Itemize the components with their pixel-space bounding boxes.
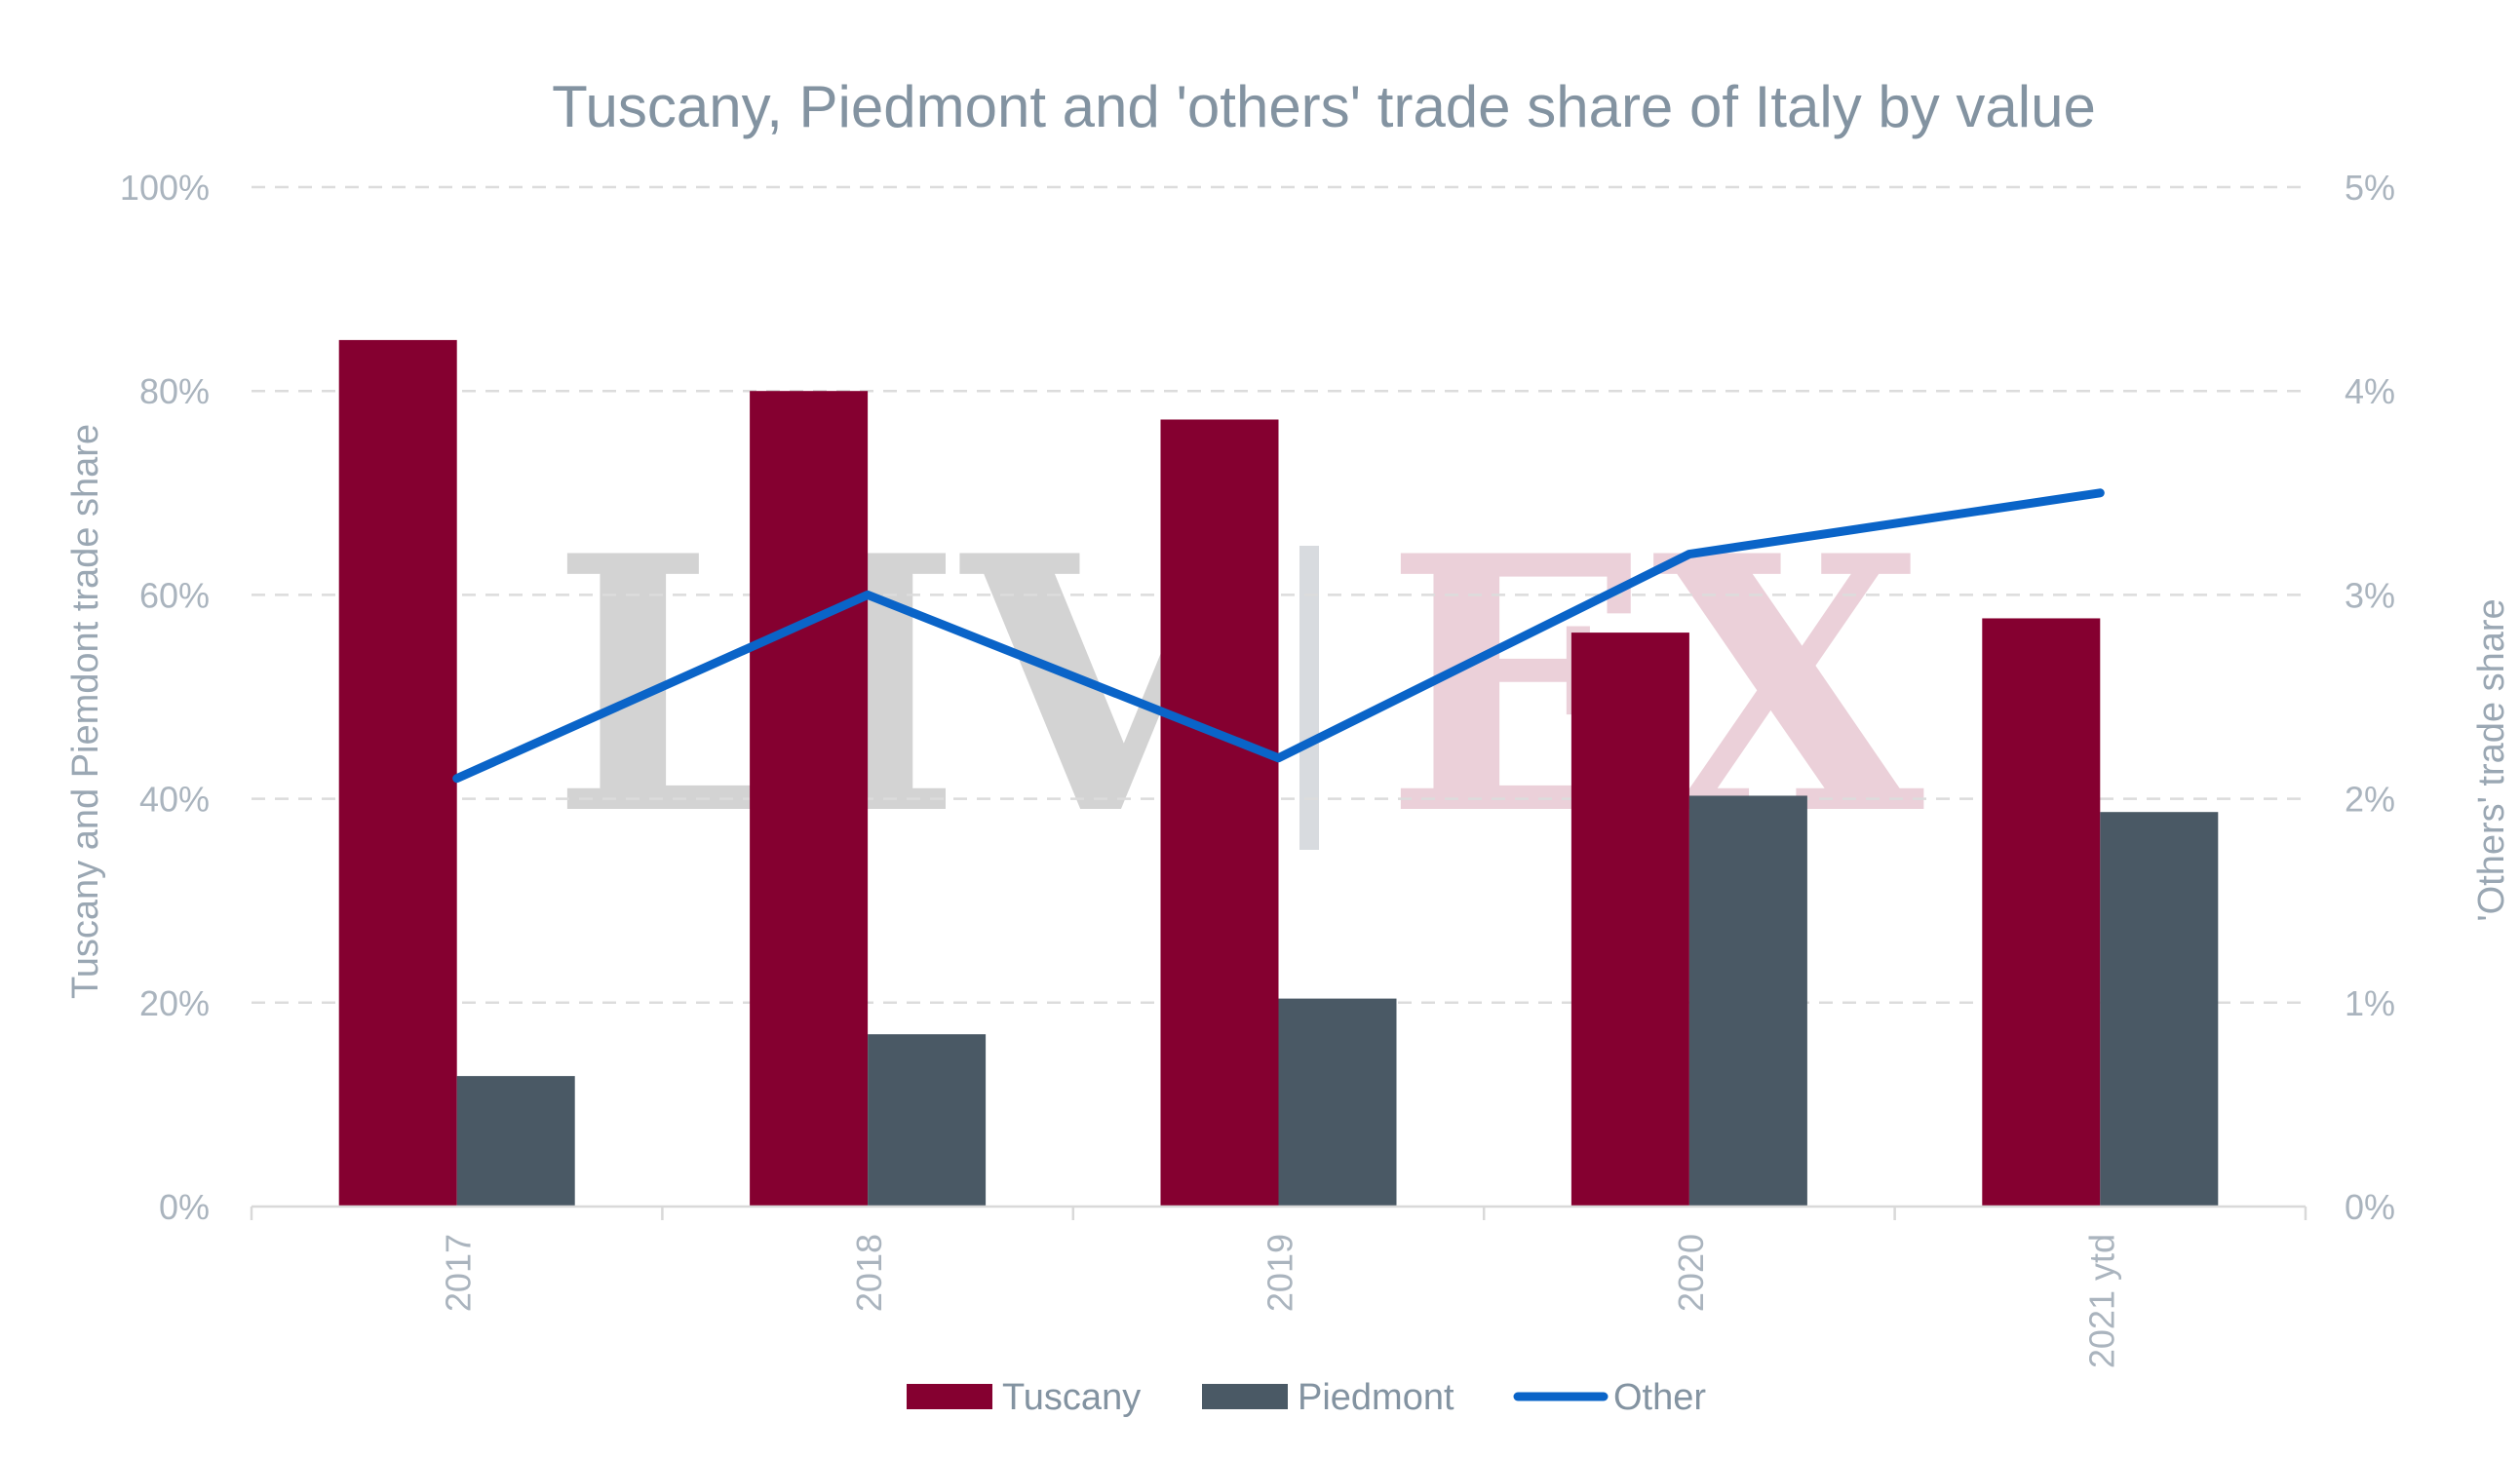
y-tick-label: 80% bbox=[139, 371, 210, 411]
y2-tick-label: 3% bbox=[2345, 575, 2395, 615]
y2-tick-label: 4% bbox=[2345, 371, 2395, 411]
legend-swatch-piedmont bbox=[1202, 1384, 1288, 1409]
y-tick-label: 0% bbox=[159, 1187, 210, 1227]
x-tick-label: 2021 ytd bbox=[2081, 1234, 2121, 1368]
y-tick-label: 40% bbox=[139, 780, 210, 820]
bar-tuscany-2017 bbox=[338, 339, 457, 1207]
y-tick-label: 100% bbox=[120, 168, 210, 208]
bar-tuscany-2020 bbox=[1570, 633, 1689, 1207]
legend-label-piedmont: Piedmont bbox=[1298, 1377, 1454, 1418]
legend-label-tuscany: Tuscany bbox=[1002, 1377, 1141, 1418]
bar-tuscany-2018 bbox=[750, 391, 869, 1207]
y2-tick-label: 5% bbox=[2345, 168, 2395, 208]
y-axis-title: Tuscany and Piemdont trade share bbox=[65, 424, 106, 999]
bar-tuscany-2019 bbox=[1160, 419, 1279, 1207]
x-tick-label: 2018 bbox=[849, 1234, 889, 1312]
y2-tick-label: 2% bbox=[2345, 780, 2395, 820]
bar-piedmont-2021-ytd bbox=[2100, 812, 2219, 1207]
y2-tick-label: 0% bbox=[2345, 1187, 2395, 1227]
y2-tick-label: 1% bbox=[2345, 983, 2395, 1023]
x-tick-label: 2020 bbox=[1671, 1234, 1711, 1312]
chart-title: Tuscany, Piedmont and 'others' trade sha… bbox=[552, 74, 2096, 139]
bar-piedmont-2017 bbox=[456, 1076, 575, 1207]
y2-axis-title: 'Others' trade share bbox=[2471, 598, 2512, 921]
bar-piedmont-2018 bbox=[868, 1034, 987, 1207]
bar-piedmont-2019 bbox=[1278, 998, 1397, 1207]
y-tick-label: 20% bbox=[139, 983, 210, 1023]
x-tick-label: 2017 bbox=[439, 1234, 479, 1312]
legend-label-other: Other bbox=[1613, 1377, 1706, 1418]
watermark-divider bbox=[1299, 546, 1319, 850]
y-tick-label: 60% bbox=[139, 575, 210, 615]
x-tick-label: 2019 bbox=[1260, 1234, 1300, 1312]
line-other bbox=[452, 488, 2105, 784]
bar-tuscany-2021-ytd bbox=[1982, 618, 2101, 1207]
legend-swatch-tuscany bbox=[907, 1384, 992, 1409]
bar-piedmont-2020 bbox=[1688, 795, 1807, 1207]
